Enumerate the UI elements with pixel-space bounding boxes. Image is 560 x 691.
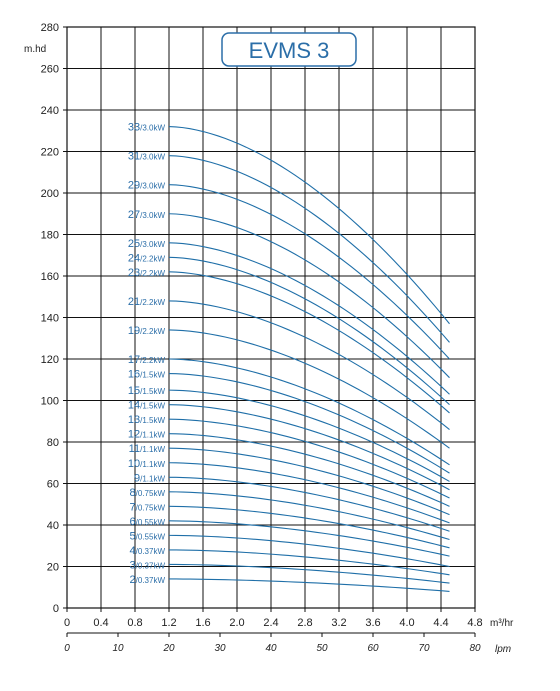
curve-23	[168, 271, 450, 414]
y-axis-unit: m.hd	[24, 44, 46, 55]
curve-16	[168, 372, 450, 474]
curve-7	[168, 505, 450, 549]
curves	[168, 126, 450, 592]
y-tick-label: 240	[41, 105, 59, 117]
curve-3	[168, 563, 450, 584]
curve-label-13: 13/1.5kW	[128, 414, 166, 426]
curve-label-9: 9/1.1kW	[134, 472, 165, 484]
y-tick-label: 0	[53, 603, 59, 615]
x-tick-label: 1.2	[161, 617, 176, 629]
curve-label-7: 7/0.75kW	[130, 501, 166, 513]
y-tick-label: 120	[41, 354, 59, 366]
y-tick-label: 100	[41, 396, 59, 408]
curve-21	[168, 300, 450, 430]
axes: m.hd m³/hr lpm 0 0.4 0.8 1.2 1.6 2.0 2.4 2.8 3.2…	[24, 22, 514, 655]
x-tick-label: 2.0	[229, 617, 244, 629]
curve-27	[168, 213, 450, 379]
x2-tick-label: 40	[265, 643, 277, 654]
curve-label-2: 2/0.37kW	[130, 574, 166, 586]
curve-24	[168, 256, 450, 406]
curve-6	[168, 520, 450, 557]
curve-5	[168, 534, 450, 568]
curve-8	[168, 491, 450, 541]
x-tick-label: 2.8	[297, 617, 312, 629]
curve-4	[168, 549, 450, 576]
y-tick-label: 20	[47, 562, 59, 574]
curve-label-3: 3/0.37kW	[130, 559, 166, 571]
x2-tick-label: 30	[214, 643, 226, 654]
curve-label-4: 4/0.37kW	[130, 545, 166, 557]
curve-label-25: 25/3.0kW	[128, 238, 166, 250]
curve-label-16: 16/1.5kW	[128, 369, 166, 381]
x-tick-label: 1.6	[195, 617, 210, 629]
curve-label-12: 12/1.1kW	[128, 429, 166, 441]
curve-31	[168, 155, 450, 343]
x-tick-label: 4.8	[467, 617, 482, 629]
curve-label-31: 31/3.0kW	[128, 151, 166, 163]
y-tick-label: 200	[41, 188, 59, 200]
y-tick-label: 80	[47, 437, 59, 449]
curve-label-15: 15/1.5kW	[128, 385, 166, 397]
x2-tick-label: 0	[64, 643, 70, 654]
curve-25	[168, 242, 450, 395]
curve-19	[168, 329, 450, 449]
curve-13	[168, 418, 450, 499]
curve-label-5: 5/0.55kW	[130, 530, 166, 542]
x-tick-label: 4.4	[433, 617, 448, 629]
curve-33	[168, 126, 450, 325]
x-tick-label: 4.0	[399, 617, 414, 629]
y-tick-label: 280	[41, 22, 59, 34]
curve-17	[168, 358, 450, 466]
x2-tick-label: 60	[367, 643, 379, 654]
curve-label-33: 33/3.0kW	[128, 122, 166, 134]
title-frame	[221, 32, 357, 67]
y-tick-label: 260	[41, 64, 59, 76]
curve-10	[168, 462, 450, 524]
curve-label-10: 10/1.1kW	[128, 458, 166, 470]
x2-tick-label: 20	[162, 643, 175, 654]
y-tick-label: 40	[47, 520, 59, 532]
x-tick-label: 0	[64, 617, 70, 629]
curve-label-14: 14/1.5kW	[128, 400, 166, 412]
x-tick-label: 3.6	[365, 617, 380, 629]
y-tick-label: 160	[41, 271, 59, 283]
curve-15	[168, 389, 450, 482]
y-tick-label: 220	[41, 147, 59, 159]
y-tick-label: 140	[41, 313, 59, 325]
y-tick-label: 180	[41, 230, 59, 242]
curve-label-8: 8/0.75kW	[130, 487, 166, 499]
grid	[66, 26, 476, 609]
curve-label-27: 27/3.0kW	[128, 209, 166, 221]
curve-14	[168, 404, 450, 491]
x2-tick-label: 80	[469, 643, 481, 654]
x2-tick-label: 70	[418, 643, 430, 654]
curve-label-23: 23/2.2kW	[128, 267, 166, 279]
curve-label-17: 17/2.2kW	[128, 354, 166, 366]
x2-tick-label: 50	[316, 643, 328, 654]
curve-12	[168, 433, 450, 507]
curve-label-6: 6/0.55kW	[130, 516, 166, 528]
curve-label-19: 19/2.2kW	[128, 325, 166, 337]
curve-29	[168, 184, 450, 360]
curve-label-11: 11/1.1kW	[129, 443, 166, 455]
curve-label-29: 29/3.0kW	[128, 180, 166, 192]
x2-axis-unit: lpm	[495, 644, 511, 655]
curve-label-21: 21/2.2kW	[128, 296, 166, 308]
curve-9	[168, 476, 450, 532]
x-tick-label: 0.4	[93, 617, 108, 629]
x-tick-label: 0.8	[127, 617, 142, 629]
curve-labels: 33/3.0kW 31/3.0kW 29/3.0kW 27/3.0kW 25/3.0kW…	[128, 122, 166, 586]
x-axis-unit: m³/hr	[490, 618, 514, 629]
title-box: EVMS 3	[221, 32, 357, 67]
x-tick-label: 3.2	[331, 617, 346, 629]
chart-title: EVMS 3	[249, 38, 330, 63]
curve-label-24: 24/2.2kW	[128, 252, 166, 264]
x-tick-label: 2.4	[263, 617, 278, 629]
x2-tick-label: 10	[112, 643, 124, 654]
y-tick-label: 60	[47, 479, 59, 491]
curve-11	[168, 447, 450, 516]
curve-2	[168, 578, 450, 592]
